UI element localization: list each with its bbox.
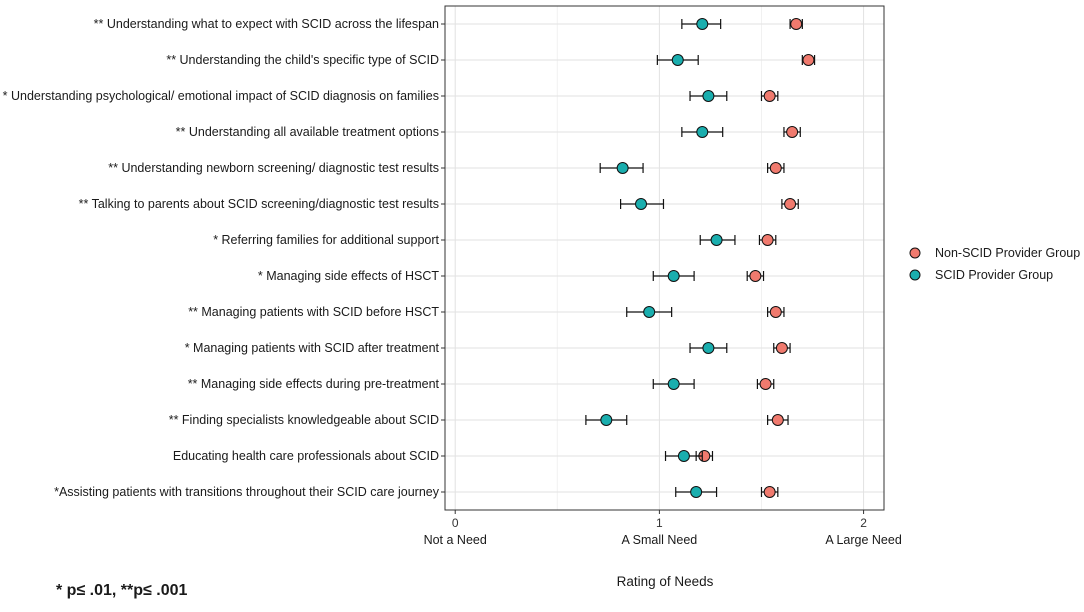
data-point xyxy=(749,270,762,282)
x-tick-label: 1 xyxy=(656,516,663,530)
data-point xyxy=(667,378,680,390)
data-point xyxy=(690,486,703,498)
x-axis-ticks: 0 Not a Need 1 A Small Need 2 A Large Need xyxy=(424,510,902,547)
y-axis-labels: ** Understanding what to expect with SCI… xyxy=(3,17,445,499)
significance-footnote: * p≤ .01, **p≤ .001 xyxy=(56,582,188,599)
category-label: * Referring families for additional supp… xyxy=(213,233,439,247)
data-point xyxy=(769,306,782,318)
x-tick-name: Not a Need xyxy=(424,533,487,547)
legend-key xyxy=(909,269,921,281)
data-point xyxy=(763,486,776,498)
category-label: ** Managing patients with SCID before HS… xyxy=(188,305,439,319)
data-point xyxy=(696,18,709,30)
x-axis-title: Rating of Needs xyxy=(617,574,714,589)
x-tick-label: 0 xyxy=(452,516,459,530)
data-point xyxy=(696,126,709,138)
category-label: ** Talking to parents about SCID screeni… xyxy=(79,197,439,211)
category-label: Educating health care professionals abou… xyxy=(173,449,439,463)
data-point xyxy=(702,90,715,102)
data-point xyxy=(759,378,772,390)
data-point xyxy=(771,414,784,426)
data-point xyxy=(702,342,715,354)
category-label: ** Understanding what to expect with SCI… xyxy=(94,17,439,31)
data-point xyxy=(643,306,656,318)
x-tick-label: 2 xyxy=(860,516,867,530)
x-tick-name: A Large Need xyxy=(825,533,901,547)
legend-label: SCID Provider Group xyxy=(935,268,1053,282)
data-point xyxy=(667,270,680,282)
data-point xyxy=(671,54,684,66)
data-marks xyxy=(585,18,816,498)
category-label: ** Finding specialists knowledgeable abo… xyxy=(169,413,439,427)
data-point xyxy=(786,126,799,138)
legend-label: Non-SCID Provider Group xyxy=(935,246,1080,260)
x-tick-name: A Small Need xyxy=(622,533,698,547)
legend-key xyxy=(909,247,921,259)
gridlines xyxy=(445,6,884,510)
category-label: ** Understanding all available treatment… xyxy=(176,125,439,139)
data-point xyxy=(600,414,613,426)
data-point xyxy=(677,450,690,462)
plot-panel xyxy=(444,5,885,511)
data-point xyxy=(710,234,723,246)
data-point xyxy=(763,90,776,102)
category-label: * Managing patients with SCID after trea… xyxy=(185,341,440,355)
data-point xyxy=(802,54,815,66)
data-point xyxy=(784,198,797,210)
data-point xyxy=(775,342,788,354)
category-label: * Understanding psychological/ emotional… xyxy=(3,89,439,103)
data-point xyxy=(761,234,774,246)
category-label: ** Understanding the child's specific ty… xyxy=(166,53,439,67)
data-point xyxy=(790,18,803,30)
data-point xyxy=(769,162,782,174)
category-label: ** Managing side effects during pre-trea… xyxy=(188,377,440,391)
data-point xyxy=(635,198,648,210)
category-label: ** Understanding newborn screening/ diag… xyxy=(108,161,439,175)
legend: Non-SCID Provider Group SCID Provider Gro… xyxy=(909,246,1080,282)
category-label: * Managing side effects of HSCT xyxy=(258,269,439,283)
data-point xyxy=(616,162,629,174)
category-label: *Assisting patients with transitions thr… xyxy=(54,485,440,499)
